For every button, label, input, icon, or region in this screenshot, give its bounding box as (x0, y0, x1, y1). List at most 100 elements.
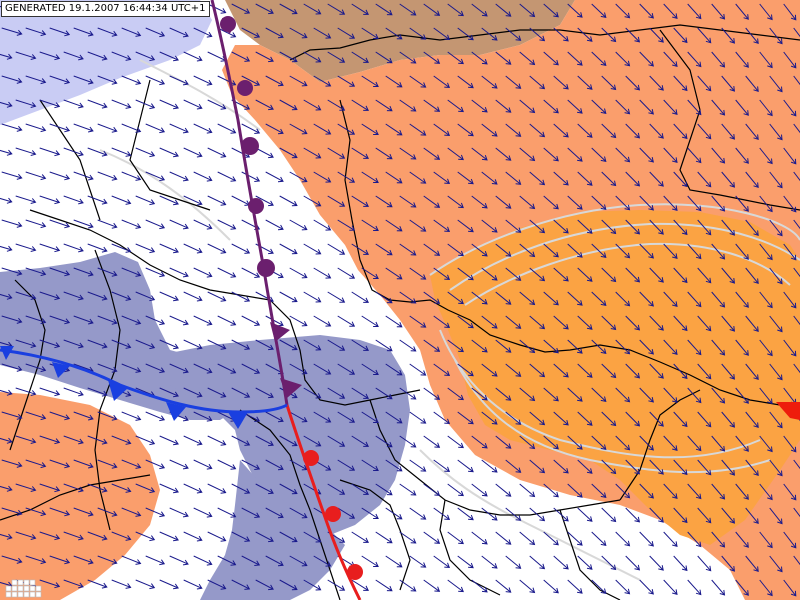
wind-arrow-icon (721, 315, 735, 332)
wind-arrow-icon (121, 411, 142, 421)
wind-arrow-icon (423, 579, 441, 592)
wind-arrow-icon (183, 147, 203, 158)
wind-arrow-icon (0, 485, 13, 492)
wind-arrow-icon (495, 339, 512, 353)
wind-arrow-icon (447, 387, 464, 401)
region-orange-southwest (0, 392, 160, 600)
wind-arrow-icon (231, 243, 251, 254)
wind-arrow-icon (471, 99, 488, 113)
cold-front-marker (108, 380, 128, 401)
border-line (29, 209, 271, 301)
wind-arrow-icon (217, 459, 237, 470)
wind-arrow-icon (649, 363, 664, 379)
wind-arrow-icon (471, 195, 488, 209)
wind-arrow-icon (15, 531, 37, 540)
wind-arrow-icon (519, 99, 536, 114)
wind-arrow-icon (49, 171, 71, 181)
wind-arrow-icon (769, 75, 783, 93)
wind-arrow-icon (423, 291, 441, 304)
wind-arrow-icon (289, 267, 308, 279)
wind-arrow-icon (289, 219, 308, 231)
wind-arrow-icon (241, 315, 261, 326)
wind-arrow-icon (769, 267, 783, 285)
wind-arrow-icon (217, 219, 237, 230)
wind-arrow-icon (279, 435, 298, 447)
wind-arrow-icon (73, 75, 94, 85)
wind-arrow-icon (73, 219, 94, 229)
wind-arrow-icon (423, 339, 441, 352)
wind-arrow-icon (625, 75, 641, 91)
wind-arrow-icon (87, 291, 108, 301)
wind-arrow-icon (577, 219, 593, 234)
wind-arrow-icon (337, 315, 356, 327)
wind-arrow-icon (687, 579, 702, 596)
border-line (559, 509, 621, 600)
wind-arrow-icon (625, 267, 641, 283)
wind-arrow-icon (591, 243, 607, 259)
wind-arrow-icon (385, 171, 403, 184)
wind-arrow-icon (231, 339, 251, 350)
wind-arrow-icon (303, 3, 322, 15)
wind-arrow-icon (577, 171, 593, 186)
wind-arrow-icon (183, 387, 203, 398)
wind-arrow-icon (279, 51, 298, 63)
wind-arrow-icon (135, 99, 156, 110)
wind-arrow-icon (207, 147, 227, 158)
border-line (369, 399, 621, 516)
border-line (39, 99, 101, 221)
wind-arrow-icon (159, 99, 179, 110)
warm-front-line (285, 404, 362, 600)
wind-arrow-icon (615, 291, 631, 307)
wind-arrow-icon (15, 291, 37, 300)
wind-arrow-icon (289, 27, 308, 39)
wind-arrow-icon (255, 3, 274, 15)
warm-front-marker (303, 450, 319, 466)
wind-arrow-icon (649, 75, 664, 91)
wind-arrow-icon (495, 195, 512, 209)
wind-arrow-icon (711, 387, 726, 404)
wind-arrow-icon (63, 291, 84, 301)
wind-arrow-icon (457, 267, 474, 281)
wind-arrow-icon (495, 435, 512, 449)
wind-arrow-icon (663, 51, 678, 67)
wind-arrow-icon (135, 291, 156, 302)
wind-arrow-icon (385, 123, 403, 136)
wind-arrow-icon (505, 171, 522, 185)
wind-arrow-icon (649, 219, 664, 235)
wind-arrow-icon (457, 219, 474, 233)
wind-arrow-icon (217, 507, 237, 518)
wind-arrow-icon (217, 171, 237, 182)
wind-arrow-icon (759, 147, 773, 165)
wind-arrow-icon (529, 555, 546, 570)
wind-arrow-icon (361, 219, 379, 231)
border-line (659, 29, 800, 211)
wind-arrow-icon (337, 459, 356, 471)
wind-arrow-icon (241, 267, 261, 278)
wind-arrow-icon (639, 387, 654, 403)
wind-arrow-icon (625, 459, 641, 475)
wind-arrow-icon (145, 363, 166, 374)
wind-arrow-icon (337, 411, 356, 423)
wind-arrow-icon (231, 435, 251, 446)
wind-arrow-icon (639, 51, 654, 67)
wind-arrow-icon (615, 243, 631, 259)
wind-arrow-icon (711, 195, 726, 212)
warm-front-marker-east (776, 402, 800, 420)
wind-arrow-icon (385, 555, 403, 568)
wind-arrow-icon (49, 315, 71, 325)
wind-arrow-icon (601, 507, 617, 523)
wind-arrow-icon (375, 243, 393, 256)
wind-arrow-icon (289, 75, 308, 87)
wind-arrow-icon (399, 3, 417, 16)
cold-front-marker (52, 362, 70, 378)
wind-arrow-icon (711, 51, 726, 68)
wind-arrow-icon (615, 195, 631, 211)
warm-front-marker (347, 564, 363, 580)
wind-arrow-icon (111, 243, 132, 253)
wind-arrow-icon (265, 27, 284, 39)
wind-arrow-icon (673, 123, 688, 140)
wind-arrow-icon (87, 387, 108, 397)
border-line (339, 479, 411, 591)
wind-arrow-icon (409, 171, 427, 184)
wind-arrow-icon (25, 27, 47, 37)
